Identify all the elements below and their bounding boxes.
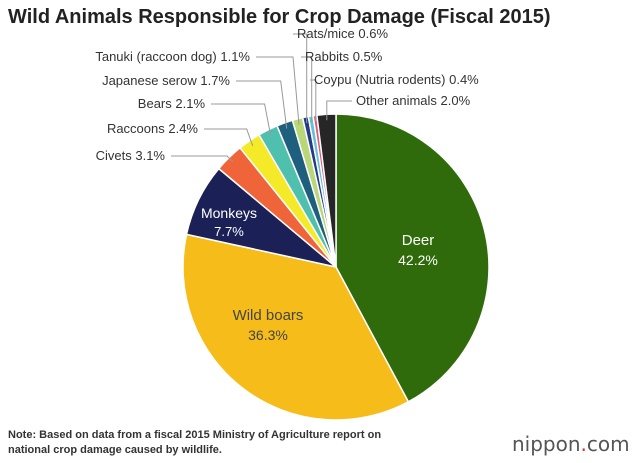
slice-label-monkeys: Monkeys bbox=[201, 205, 257, 221]
leader-line-rats-mice bbox=[293, 33, 308, 123]
leader-line-tanuki-raccoon-dog bbox=[256, 56, 300, 125]
slice-label-japanese-serow: Japanese serow 1.7% bbox=[102, 73, 230, 88]
slice-deer bbox=[335, 113, 490, 403]
slice-label-bears: Bears 2.1% bbox=[138, 96, 206, 111]
slice-label-civets: Civets 3.1% bbox=[96, 148, 166, 163]
source-note-line-1: Note: Based on data from a fiscal 2015 M… bbox=[8, 429, 382, 441]
brand-tld: com bbox=[586, 432, 630, 456]
leader-line-japanese-serow bbox=[236, 80, 288, 129]
slice-label-deer: Deer bbox=[402, 232, 435, 249]
leader-line-bears bbox=[211, 103, 272, 136]
leader-line-raccoons bbox=[204, 128, 254, 147]
slice-label-coypu-nutria-rodents: Coypu (Nutria rodents) 0.4% bbox=[314, 72, 479, 87]
leader-line-rabbits bbox=[301, 56, 313, 122]
brand-name: nippon bbox=[512, 432, 581, 456]
leader-line-coypu-nutria-rodents bbox=[310, 79, 317, 122]
brand-logo: nippon.com bbox=[512, 432, 630, 456]
leader-line-other-animals bbox=[326, 100, 352, 121]
source-note-line-2: national crop damage caused by wildlife. bbox=[8, 444, 222, 456]
slice-value-deer: 42.2% bbox=[398, 252, 438, 268]
chart-title: Wild Animals Responsible for Crop Damage… bbox=[8, 6, 551, 28]
source-note: Note: Based on data from a fiscal 2015 M… bbox=[8, 428, 448, 458]
slice-label-tanuki-raccoon-dog: Tanuki (raccoon dog) 1.1% bbox=[95, 49, 250, 64]
slice-label-raccoons: Raccoons 2.4% bbox=[107, 121, 198, 136]
slice-value-monkeys: 7.7% bbox=[214, 224, 244, 239]
brand-dot: . bbox=[580, 432, 587, 456]
slice-label-other-animals: Other animals 2.0% bbox=[356, 93, 471, 108]
slice-wild-boars bbox=[182, 233, 410, 421]
leader-line-civets bbox=[171, 155, 234, 163]
slice-label-rabbits: Rabbits 0.5% bbox=[305, 49, 383, 64]
slice-label-rats-mice: Rats/mice 0.6% bbox=[297, 26, 388, 41]
slice-label-wild-boars: Wild boars bbox=[233, 307, 304, 324]
slice-value-wild-boars: 36.3% bbox=[248, 327, 288, 343]
